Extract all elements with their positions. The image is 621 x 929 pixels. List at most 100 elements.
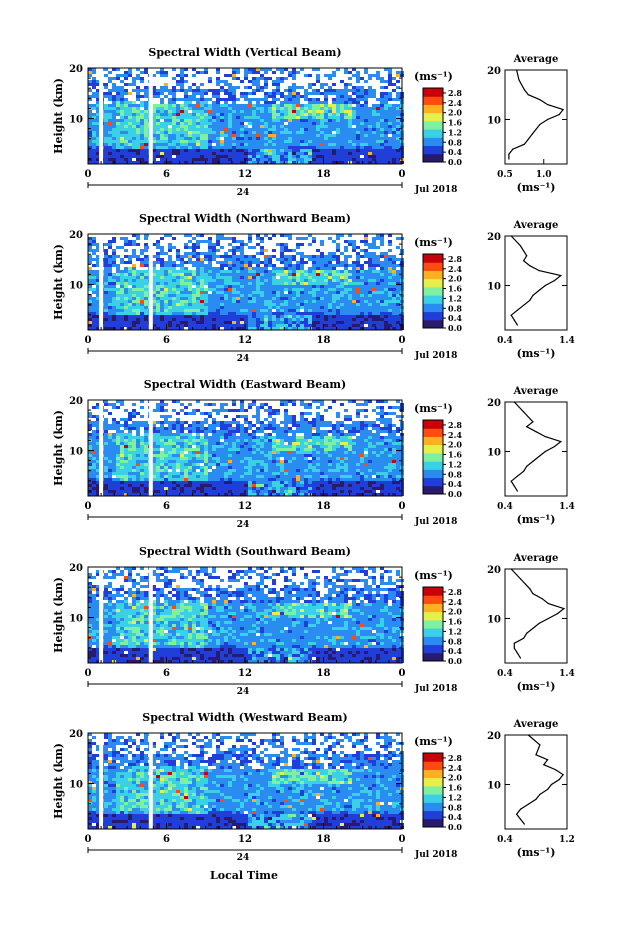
heatmap-cell — [140, 252, 144, 255]
heatmap-cell — [192, 158, 196, 161]
heatmap-cell — [284, 412, 288, 415]
heatmap-cell — [212, 427, 216, 430]
heatmap-cell — [312, 285, 316, 288]
heatmap-cell — [144, 86, 148, 89]
heatmap-cell — [344, 134, 348, 137]
heatmap-cell — [124, 273, 128, 276]
heatmap-cell — [120, 113, 124, 116]
heatmap-cell — [184, 246, 188, 249]
heatmap-cell — [268, 285, 272, 288]
heatmap-cell — [152, 104, 156, 107]
heatmap-cell — [328, 267, 332, 270]
heatmap-cell — [348, 400, 352, 403]
heatmap-cell — [352, 68, 356, 71]
heatmap-cell — [160, 415, 164, 418]
heatmap-cell — [128, 131, 132, 134]
heatmap-cell — [296, 116, 300, 119]
heatmap-cell — [256, 421, 260, 424]
heatmap-cell — [328, 74, 332, 77]
heatmap-cell — [336, 92, 340, 95]
heatmap-cell — [240, 92, 244, 95]
heatmap-cell — [300, 119, 304, 122]
heatmap-cell — [108, 279, 112, 282]
heatmap-cell — [304, 104, 308, 107]
heatmap-cell — [192, 119, 196, 122]
heatmap-cell — [152, 119, 156, 122]
heatmap-cell — [228, 249, 232, 252]
heatmap-cell — [200, 430, 204, 433]
heatmap-cell — [128, 321, 132, 324]
heatmap-cell — [392, 149, 396, 152]
heatmap-cell — [344, 249, 348, 252]
heatmap-cell — [272, 249, 276, 252]
heatmap-cell — [116, 267, 120, 270]
heatmap-cell — [120, 285, 124, 288]
heatmap-cell — [320, 285, 324, 288]
heatmap-cell — [232, 110, 236, 113]
heatmap-cell — [96, 98, 100, 101]
heatmap-cell — [168, 104, 172, 107]
heatmap-cell — [336, 158, 340, 161]
heatmap-cell — [364, 285, 368, 288]
heatmap-cell — [260, 276, 264, 279]
heatmap-cell — [288, 267, 292, 270]
heatmap-cell — [156, 291, 160, 294]
heatmap-cell — [108, 309, 112, 312]
heatmap-cell — [172, 324, 176, 327]
heatmap-cell — [136, 294, 140, 297]
heatmap-cell — [180, 279, 184, 282]
heatmap-cell — [340, 261, 344, 264]
heatmap-cell — [392, 306, 396, 309]
heatmap-cell — [396, 155, 400, 158]
heatmap-cell — [384, 318, 388, 321]
heatmap-cell — [388, 318, 392, 321]
heatmap-cell — [316, 433, 320, 436]
heatmap-cell — [320, 125, 324, 128]
heatmap-cell — [336, 234, 340, 237]
heatmap-cell — [312, 152, 316, 155]
heatmap-cell — [324, 306, 328, 309]
heatmap-cell — [284, 158, 288, 161]
heatmap-cell — [304, 122, 308, 125]
heatmap-cell — [172, 421, 176, 424]
heatmap-cell — [164, 95, 168, 98]
heatmap-cell — [140, 285, 144, 288]
heatmap-cell — [336, 122, 340, 125]
heatmap-cell — [276, 122, 280, 125]
heatmap-cell — [268, 406, 272, 409]
heatmap-cell — [108, 324, 112, 327]
heatmap-cell — [356, 273, 360, 276]
heatmap-cell — [156, 113, 160, 116]
heatmap-cell — [252, 146, 256, 149]
heatmap-cell — [272, 71, 276, 74]
heatmap-cell — [308, 74, 312, 77]
heatmap-cell — [160, 327, 164, 330]
heatmap-cell — [348, 297, 352, 300]
heatmap-cell — [108, 240, 112, 243]
heatmap-cell — [284, 264, 288, 267]
heatmap-cell — [212, 433, 216, 436]
heatmap-cell — [204, 137, 208, 140]
heatmap-cell — [248, 98, 252, 101]
heatmap-cell — [204, 104, 208, 107]
heatmap-cell — [180, 125, 184, 128]
heatmap-cell — [364, 122, 368, 125]
heatmap-cell — [280, 421, 284, 424]
heatmap-cell — [204, 297, 208, 300]
heatmap-cell — [108, 318, 112, 321]
heatmap-cell — [356, 104, 360, 107]
heatmap-cell — [132, 101, 136, 104]
heatmap-cell — [356, 95, 360, 98]
heatmap-cell — [388, 113, 392, 116]
heatmap-cell — [304, 312, 308, 315]
heatmap-cell — [128, 146, 132, 149]
heatmap-cell — [288, 116, 292, 119]
heatmap-cell — [328, 421, 332, 424]
heatmap-cell — [120, 309, 124, 312]
heatmap-cell — [344, 122, 348, 125]
heatmap-cell — [284, 421, 288, 424]
heatmap-cell — [252, 315, 256, 318]
heatmap-cell — [128, 288, 132, 291]
heatmap-cell — [368, 243, 372, 246]
heatmap-cell — [332, 294, 336, 297]
